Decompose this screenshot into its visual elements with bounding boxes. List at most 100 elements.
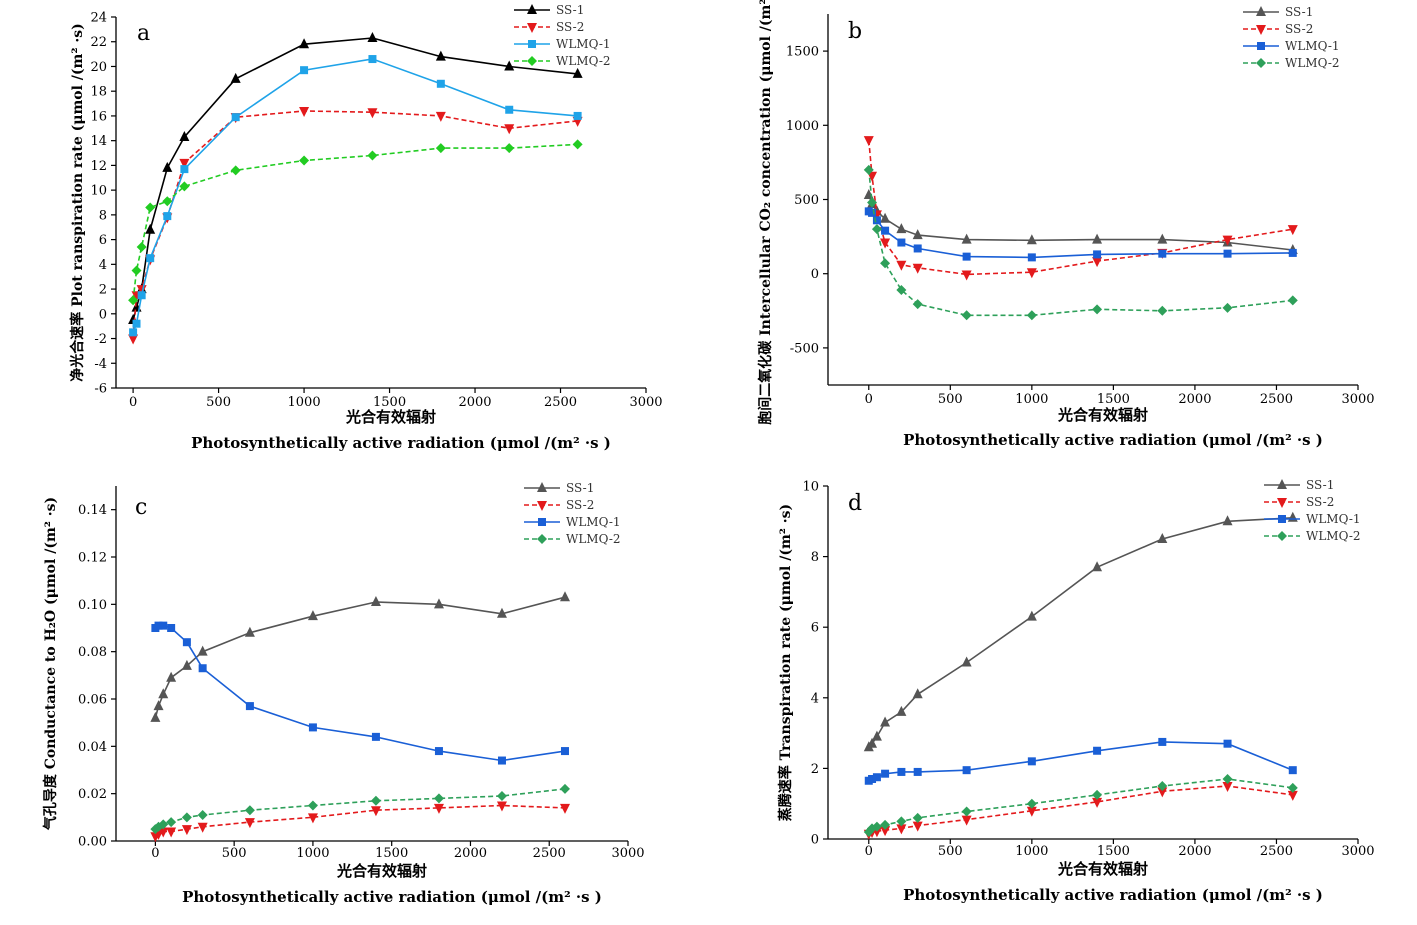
data-point-WLMQ-1 xyxy=(129,328,138,337)
y-tick-label: 22 xyxy=(90,35,107,50)
data-point-SS-2 xyxy=(896,260,907,271)
y-tick-label: 8 xyxy=(811,550,819,565)
panel-letter: d xyxy=(848,491,862,516)
data-point-SS-2 xyxy=(863,136,874,147)
data-point-SS-1 xyxy=(435,50,446,61)
data-point-SS-1 xyxy=(572,67,583,78)
legend-marker xyxy=(537,534,547,544)
data-point-WLMQ-1 xyxy=(434,747,443,756)
y-tick-label: 10 xyxy=(802,480,819,495)
y-axis-label: 气孔导度 Conductance to H₂O (μmol /(m² ·s) xyxy=(42,497,59,831)
data-point-SS-2 xyxy=(433,803,444,814)
x-axis-label-cn: 光合有效辐射 xyxy=(1057,406,1148,424)
x-tick-label: 0 xyxy=(865,392,873,407)
data-point-WLMQ-2 xyxy=(867,197,878,208)
data-point-WLMQ-2 xyxy=(1026,798,1037,809)
legend-label: SS-1 xyxy=(1306,478,1334,492)
data-point-WLMQ-2 xyxy=(961,806,972,817)
data-point-SS-1 xyxy=(307,610,318,621)
legend-marker xyxy=(1277,479,1287,489)
x-axis-label-cn: 光合有效辐射 xyxy=(345,408,436,426)
data-point-WLMQ-1 xyxy=(231,113,240,122)
x-tick-label: 2500 xyxy=(544,395,577,410)
y-tick-label: 500 xyxy=(794,193,819,208)
data-point-WLMQ-1 xyxy=(868,208,877,217)
data-point-WLMQ-2 xyxy=(912,812,923,823)
data-point-WLMQ-2 xyxy=(1026,310,1037,321)
data-point-SS-1 xyxy=(433,598,444,609)
data-point-SS-1 xyxy=(244,626,255,637)
data-point-SS-2 xyxy=(559,803,570,814)
series-line-SS-2 xyxy=(154,804,566,837)
x-tick-label: 1500 xyxy=(373,395,406,410)
data-point-WLMQ-1 xyxy=(167,624,176,632)
data-point-WLMQ-2 xyxy=(880,258,891,269)
legend-label: WLMQ-2 xyxy=(1285,56,1340,70)
data-point-SS-2 xyxy=(1222,782,1233,793)
data-point-WLMQ-2 xyxy=(433,793,444,804)
data-point-WLMQ-1 xyxy=(573,111,582,120)
x-tick-label: 500 xyxy=(938,844,963,859)
legend-label: SS-2 xyxy=(566,498,594,512)
data-point-SS-1 xyxy=(912,688,923,699)
data-point-SS-1 xyxy=(1222,515,1233,526)
data-point-SS-2 xyxy=(1287,225,1298,236)
data-point-SS-1 xyxy=(1287,511,1298,522)
legend-marker xyxy=(1256,25,1266,35)
data-point-SS-2 xyxy=(307,813,318,824)
data-point-SS-2 xyxy=(880,238,891,249)
data-point-SS-1 xyxy=(1157,532,1168,543)
data-point-SS-1 xyxy=(1026,610,1037,621)
data-point-WLMQ-1 xyxy=(881,769,890,778)
y-tick-label: -500 xyxy=(790,341,819,356)
data-point-WLMQ-2 xyxy=(1287,782,1298,793)
data-point-WLMQ-1 xyxy=(308,723,317,732)
panel-b: 0 500 1000 1500 2000 2500 3000 -500 0 500 1000 1500… xyxy=(757,0,1375,449)
data-point-SS-2 xyxy=(1092,257,1103,268)
x-tick-label: 2500 xyxy=(533,846,566,861)
data-point-WLMQ-1 xyxy=(146,254,155,263)
data-point-SS-2 xyxy=(158,827,169,838)
data-point-WLMQ-2 xyxy=(158,819,169,830)
legend-marker xyxy=(537,501,547,511)
data-point-WLMQ-1 xyxy=(962,252,971,261)
x-tick-label: 3000 xyxy=(629,395,662,410)
data-point-WLMQ-1 xyxy=(962,766,971,775)
y-tick-label: 6 xyxy=(99,233,107,248)
y-tick-label: 1500 xyxy=(786,45,819,60)
data-point-SS-2 xyxy=(1026,268,1037,279)
data-point-SS-1 xyxy=(166,671,177,682)
data-point-WLMQ-2 xyxy=(572,139,583,150)
legend-marker xyxy=(527,56,537,66)
y-tick-label: 4 xyxy=(99,258,107,273)
data-point-WLMQ-2 xyxy=(863,164,874,175)
data-point-WLMQ-2 xyxy=(880,819,891,830)
y-tick-label: 12 xyxy=(90,159,107,174)
data-point-WLMQ-2 xyxy=(496,791,507,802)
series-line-SS-1 xyxy=(132,37,578,321)
data-point-WLMQ-2 xyxy=(299,155,310,166)
data-point-SS-1 xyxy=(370,595,381,606)
data-point-WLMQ-1 xyxy=(1158,249,1167,258)
data-point-SS-2 xyxy=(299,106,310,117)
x-tick-label: 0 xyxy=(129,395,137,410)
data-point-SS-1 xyxy=(150,711,161,722)
data-point-WLMQ-1 xyxy=(436,79,445,88)
data-point-WLMQ-1 xyxy=(368,55,377,64)
data-point-WLMQ-2 xyxy=(896,285,907,296)
legend-marker xyxy=(1256,58,1266,68)
data-point-SS-1 xyxy=(496,607,507,618)
data-point-SS-1 xyxy=(158,688,169,699)
x-tick-label: 500 xyxy=(206,395,231,410)
panel-letter: b xyxy=(848,19,862,44)
legend-label: WLMQ-2 xyxy=(1306,529,1361,543)
data-point-WLMQ-2 xyxy=(197,809,208,820)
data-point-SS-1 xyxy=(145,223,156,234)
y-tick-label: 0 xyxy=(811,267,819,282)
series-line-SS-2 xyxy=(868,785,1293,835)
x-tick-label: 3000 xyxy=(1341,392,1374,407)
panel-d: 0 500 1000 1500 2000 2500 3000 0 2 4 6 8 10 d 光合有效辐射 Ph… xyxy=(777,478,1375,904)
data-point-SS-1 xyxy=(1092,233,1103,244)
y-tick-label: 0.14 xyxy=(78,503,107,518)
